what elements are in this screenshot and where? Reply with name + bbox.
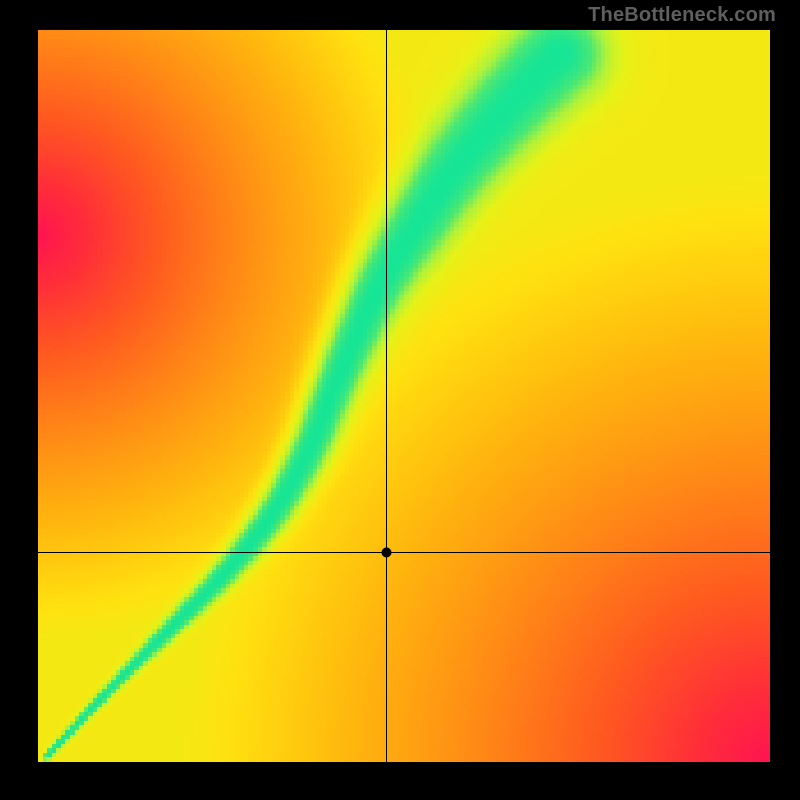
chart-wrapper: { "watermark": { "text": "TheBottleneck.…: [0, 0, 800, 800]
watermark-text: TheBottleneck.com: [588, 4, 776, 27]
bottleneck-heatmap: [38, 30, 770, 762]
